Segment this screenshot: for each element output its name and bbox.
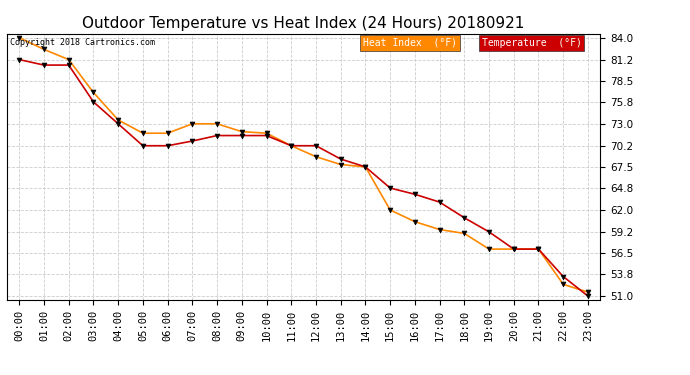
Text: Temperature  (°F): Temperature (°F) — [482, 38, 582, 48]
Text: Copyright 2018 Cartronics.com: Copyright 2018 Cartronics.com — [10, 38, 155, 47]
Text: Heat Index  (°F): Heat Index (°F) — [363, 38, 457, 48]
Title: Outdoor Temperature vs Heat Index (24 Hours) 20180921: Outdoor Temperature vs Heat Index (24 Ho… — [82, 16, 525, 31]
